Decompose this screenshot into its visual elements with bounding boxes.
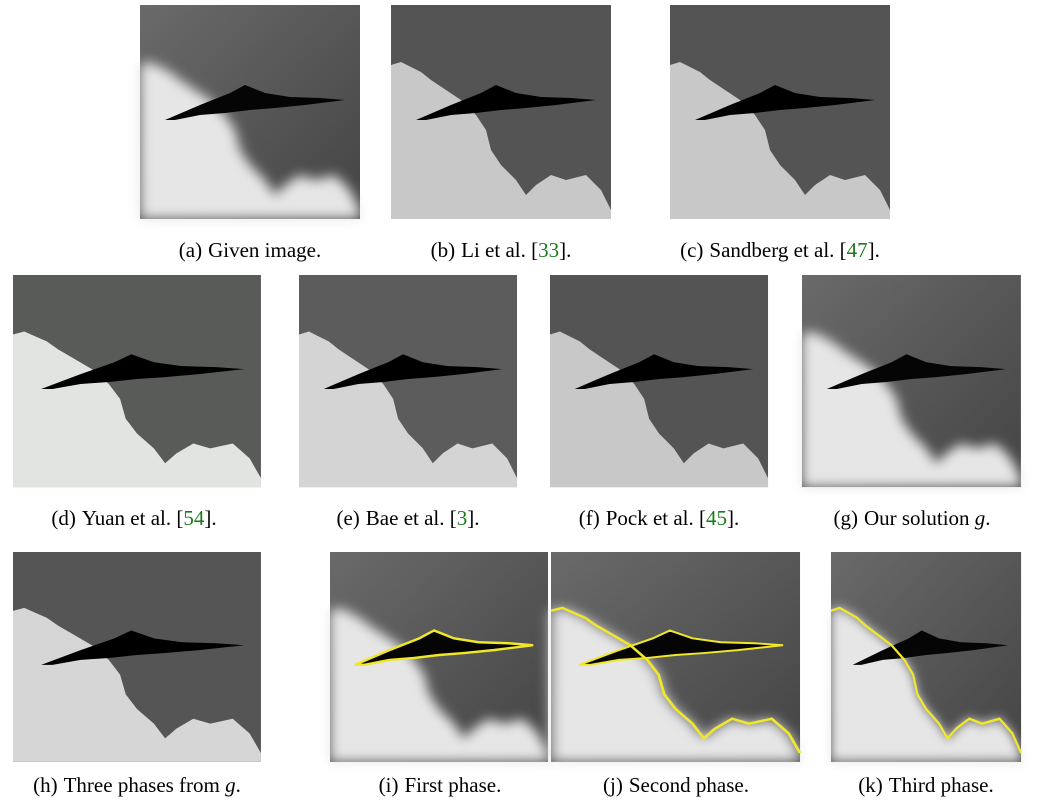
caption: (h)Three phases from g.: [33, 773, 241, 797]
caption: (j) Second phase.: [603, 773, 749, 797]
caption-part: ].: [868, 238, 880, 262]
caption: (g)Our solution g.: [833, 506, 990, 530]
caption-part: Second phase.: [629, 773, 749, 797]
caption-part: ].: [727, 506, 739, 530]
caption-part: g: [975, 506, 986, 530]
caption-part: ].: [467, 506, 479, 530]
image: [670, 5, 890, 219]
caption: (i) First phase.: [379, 773, 502, 797]
caption: (e) Bae et al. [3].: [336, 506, 479, 530]
caption-part: Pock et al. [: [606, 506, 706, 530]
caption-part: (k): [858, 773, 883, 797]
caption-part: Yuan et al. [: [82, 506, 183, 530]
page: (a) Given image. (b)Li et al. [33]. (c) Sa…: [0, 0, 1042, 803]
caption-part: (g): [833, 506, 858, 530]
caption-part: Third phase.: [889, 773, 994, 797]
caption-part: (f): [579, 506, 600, 530]
image: [391, 5, 611, 219]
caption-part: Sandberg et al. [: [709, 238, 846, 262]
image: [299, 275, 517, 487]
caption-part: 45: [706, 506, 727, 530]
caption-part: (i): [379, 773, 399, 797]
caption-part: Three phases from: [64, 773, 226, 797]
caption: (a) Given image.: [179, 238, 321, 262]
caption-part: .: [236, 773, 241, 797]
caption-part: Our solution: [864, 506, 975, 530]
caption-part: (c): [680, 238, 703, 262]
caption-part: (b): [431, 238, 456, 262]
caption: (k)Third phase.: [858, 773, 993, 797]
figure: (a) Given image. (b)Li et al. [33]. (c) Sa…: [0, 0, 1042, 803]
image: [13, 552, 261, 762]
caption: (d)Yuan et al. [54].: [51, 506, 216, 530]
image: [831, 552, 1021, 762]
caption-part: Bae et al. [: [366, 506, 457, 530]
caption-part: g: [225, 773, 236, 797]
caption-part: ].: [559, 238, 571, 262]
caption-part: (a): [179, 238, 202, 262]
caption-part: (e): [336, 506, 359, 530]
caption-part: Li et al. [: [461, 238, 538, 262]
image: [330, 552, 548, 762]
caption-part: First phase.: [405, 773, 502, 797]
caption: (c) Sandberg et al. [47].: [680, 238, 880, 262]
image: [13, 275, 261, 487]
caption-part: (j): [603, 773, 623, 797]
caption-part: 3: [457, 506, 468, 530]
image: [551, 552, 800, 762]
caption-part: (d): [51, 506, 76, 530]
caption-part: .: [985, 506, 990, 530]
caption-part: (h): [33, 773, 58, 797]
caption-part: 47: [847, 238, 868, 262]
image: [550, 275, 768, 487]
caption: (b)Li et al. [33].: [431, 238, 572, 262]
caption-part: 33: [538, 238, 559, 262]
caption-part: ].: [204, 506, 216, 530]
image: [140, 5, 360, 219]
caption-part: Given image.: [208, 238, 321, 262]
image: [802, 275, 1021, 487]
caption: (f) Pock et al. [45].: [579, 506, 740, 530]
caption-part: 54: [183, 506, 205, 530]
